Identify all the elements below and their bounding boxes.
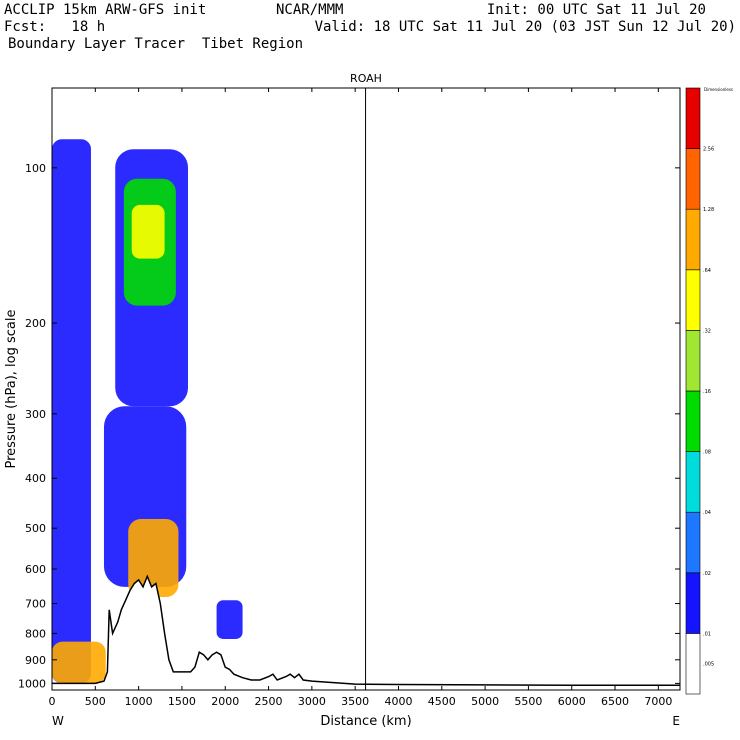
colorbar-swatch — [685, 390, 701, 452]
colorbar-label: .32 — [703, 328, 711, 334]
colorbar-label: .08 — [703, 450, 711, 456]
y-tick-label: 300 — [25, 408, 46, 421]
colorbar-swatch — [685, 330, 701, 392]
x-tick-label: 3000 — [298, 695, 326, 708]
terrain-fill — [52, 576, 680, 690]
colorbar: .005 .01 .02 .04 .08 .16 .32 .64 1.28 2.56 — [685, 87, 714, 695]
colorbar-swatch — [685, 451, 701, 513]
plot-frame — [51, 87, 681, 691]
header-left-line3: Boundary Layer Tracer Tibet Region — [8, 36, 304, 52]
x-tick-label: 5000 — [471, 695, 499, 708]
x-axis: 0 500 1000 1500 2000 2500 3000 3500 4000 4500 5000… — [49, 88, 672, 708]
tracer-region — [52, 641, 106, 684]
x-axis-label: Distance (km) — [320, 714, 411, 729]
y-tick-label: 700 — [25, 598, 46, 611]
colorbar-label: 1.28 — [703, 207, 714, 213]
x-tick-label: 500 — [85, 695, 106, 708]
tracer-region — [216, 600, 243, 639]
y-tick-label: 200 — [25, 317, 46, 330]
colorbar-label: .04 — [703, 510, 711, 516]
colorbar-swatch — [685, 208, 701, 271]
colorbar-title: Dimensionless — [704, 87, 733, 92]
colorbar-label: 2.56 — [703, 147, 714, 153]
colorbar-swatch — [685, 87, 701, 149]
x-tick-label: 1500 — [168, 695, 196, 708]
y-tick-label: 800 — [25, 627, 46, 640]
y-axis: 100 200 300 400 500 600 700 800 900 1000 — [18, 162, 680, 690]
x-tick-label: 5500 — [514, 695, 542, 708]
header-left-line2: Fcst: 18 h — [4, 19, 106, 35]
header-right-line1: Init: 00 UTC Sat 11 Jul 20 — [486, 2, 706, 18]
x-tick-label: 1000 — [125, 695, 153, 708]
y-axis-label: Pressure (hPa), log scale — [4, 310, 19, 469]
colorbar-label: .02 — [703, 571, 711, 577]
x-axis-left-label: W — [52, 714, 64, 728]
tracer-fill — [52, 139, 243, 684]
colorbar-swatch — [685, 269, 701, 331]
x-tick-label: 6000 — [558, 695, 586, 708]
header-center-line1: NCAR/MMM — [276, 2, 344, 18]
x-tick-label: 2000 — [211, 695, 239, 708]
colorbar-swatch — [685, 148, 701, 210]
y-tick-label: 500 — [25, 522, 46, 535]
x-axis-right-label: E — [672, 714, 680, 728]
colorbar-label: .64 — [703, 268, 711, 274]
y-tick-label: 1000 — [18, 677, 46, 690]
y-tick-label: 100 — [25, 162, 46, 175]
x-tick-label: 6500 — [601, 695, 629, 708]
y-tick-label: 900 — [25, 654, 46, 667]
colorbar-label: .005 — [703, 662, 714, 668]
colorbar-swatch — [685, 633, 701, 695]
x-tick-label: 3500 — [341, 695, 369, 708]
x-tick-label: 2500 — [255, 695, 283, 708]
tracer-region — [131, 204, 165, 259]
tracer-region — [52, 139, 91, 684]
colorbar-swatch — [685, 511, 701, 574]
colorbar-label: .16 — [703, 389, 711, 395]
colorbar-swatch — [685, 572, 701, 634]
x-tick-label: 4500 — [428, 695, 456, 708]
y-tick-label: 400 — [25, 472, 46, 485]
header-right-line2: Valid: 18 UTC Sat 11 Jul 20 (03 JST Sun … — [314, 19, 736, 35]
x-tick-label: 7000 — [644, 695, 672, 708]
chart-title: ROAH — [350, 72, 382, 85]
terrain-profile — [52, 574, 680, 690]
y-tick-label: 600 — [25, 563, 46, 576]
terrain-line — [52, 574, 680, 686]
x-tick-label: 4000 — [384, 695, 412, 708]
tracer-region — [128, 519, 179, 598]
header-left-line1: ACCLIP 15km ARW-GFS init — [4, 2, 207, 18]
x-tick-label: 0 — [49, 695, 56, 708]
colorbar-label: .01 — [703, 631, 711, 637]
